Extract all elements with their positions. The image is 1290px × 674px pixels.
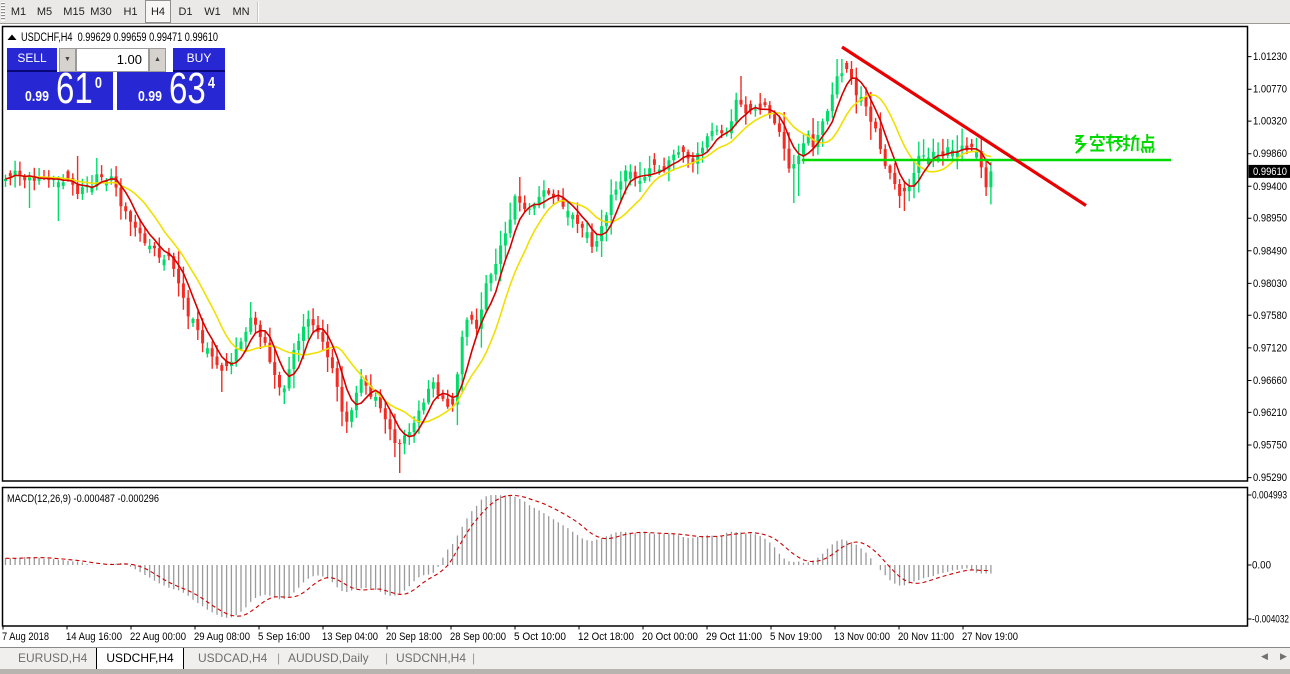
svg-text:0.97120: 0.97120 [1253,342,1287,354]
svg-text:0.95750: 0.95750 [1253,440,1287,452]
svg-text:0.95290: 0.95290 [1253,472,1287,484]
svg-text:0.99400: 0.99400 [1253,181,1287,193]
svg-text:20 Nov 11:00: 20 Nov 11:00 [898,631,954,643]
svg-text:5 Sep 16:00: 5 Sep 16:00 [258,631,310,643]
svg-text:29 Aug 08:00: 29 Aug 08:00 [194,631,250,643]
svg-text:13 Nov 00:00: 13 Nov 00:00 [834,631,890,643]
svg-text:0.98950: 0.98950 [1253,213,1287,225]
svg-text:-0.004032: -0.004032 [1252,614,1289,626]
svg-text:0.00: 0.00 [1252,560,1271,572]
svg-text:MACD(12,26,9) -0.000487 -0.000: MACD(12,26,9) -0.000487 -0.000296 [7,493,159,505]
svg-text:5 Oct 10:00: 5 Oct 10:00 [514,631,566,643]
svg-text:12 Oct 18:00: 12 Oct 18:00 [578,631,634,643]
svg-text:13 Sep 04:00: 13 Sep 04:00 [322,631,378,643]
svg-text:0.004993: 0.004993 [1252,490,1287,502]
svg-text:0.97580: 0.97580 [1253,310,1287,322]
svg-text:1.00320: 1.00320 [1253,116,1287,128]
svg-text:20 Oct 00:00: 20 Oct 00:00 [642,631,698,643]
svg-text:USDCHF,H4 0.99629 0.99659 0.9: USDCHF,H4 0.99629 0.99659 0.99471 0.9961… [21,32,218,44]
svg-text:1.00770: 1.00770 [1253,84,1287,96]
svg-text:0.99860: 0.99860 [1253,148,1287,160]
svg-text:0.98490: 0.98490 [1253,245,1287,257]
svg-text:22 Aug 00:00: 22 Aug 00:00 [130,631,186,643]
svg-text:0.96210: 0.96210 [1253,407,1287,419]
svg-text:0.99610: 0.99610 [1253,166,1287,178]
svg-text:20 Sep 18:00: 20 Sep 18:00 [386,631,442,643]
svg-text:0.98030: 0.98030 [1253,278,1287,290]
svg-text:5 Nov 19:00: 5 Nov 19:00 [770,631,822,643]
svg-text:1.01230: 1.01230 [1253,51,1287,63]
svg-text:29 Oct 11:00: 29 Oct 11:00 [706,631,762,643]
svg-text:0.96660: 0.96660 [1253,375,1287,387]
svg-text:27 Nov 19:00: 27 Nov 19:00 [962,631,1018,643]
svg-text:7 Aug 2018: 7 Aug 2018 [2,631,49,643]
svg-text:28 Sep 00:00: 28 Sep 00:00 [450,631,506,643]
svg-text:14 Aug 16:00: 14 Aug 16:00 [66,631,122,643]
